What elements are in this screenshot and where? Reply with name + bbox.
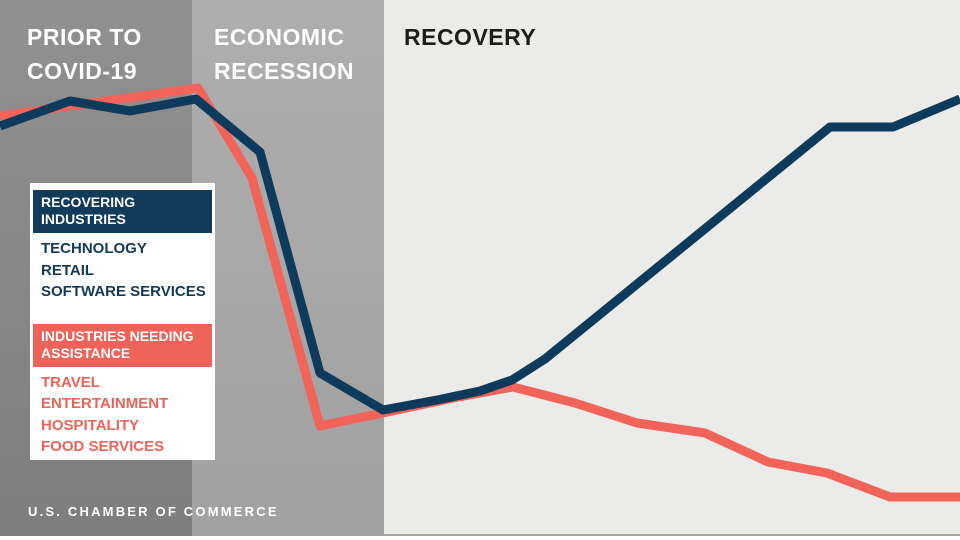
legend-group-recovering: RECOVERING INDUSTRIES TECHNOLOGY RETAIL SO… — [30, 190, 215, 303]
bottom-margin-strip — [0, 536, 960, 540]
band-recovery — [384, 0, 960, 536]
legend-item: FOOD SERVICES — [41, 438, 165, 455]
legend-item: SOFTWARE SERVICES — [41, 283, 206, 300]
legend-item: TRAVEL — [41, 373, 100, 391]
phase-label-line: COVID-19 — [27, 58, 138, 84]
source-attribution: U.S. CHAMBER OF COMMERCE — [28, 504, 279, 519]
legend-item: ENTERTAINMENT — [41, 395, 169, 412]
recovering-line — [0, 94, 960, 415]
legend-box: RECOVERING INDUSTRIES TECHNOLOGY RETAIL SO… — [30, 183, 215, 460]
legend-item: TECHNOLOGY — [41, 240, 147, 257]
phase-label-line: RECESSION — [214, 58, 354, 84]
legend-items-assistance: TRAVEL ENTERTAINMENT HOSPITALITY FOOD SERVI… — [41, 372, 215, 458]
phase-label-line: ECONOMIC — [214, 24, 345, 50]
phase-label-line: RECOVERY — [404, 24, 537, 50]
legend-item: RETAIL — [41, 261, 95, 279]
phase-label-economic-recession: ECONOMIC RECESSION — [214, 20, 354, 88]
legend-items-recovering: TECHNOLOGY RETAIL SOFTWARE SERVICES — [41, 238, 215, 303]
legend-header-recovering: RECOVERING INDUSTRIES — [33, 190, 212, 233]
phase-label-recovery: RECOVERY — [404, 20, 536, 54]
legend-header-assistance: INDUSTRIES NEEDING ASSISTANCE — [33, 323, 212, 367]
phase-label-prior-to-covid19: PRIOR TO COVID-19 — [27, 20, 142, 88]
legend-group-assistance: INDUSTRIES NEEDING ASSISTANCE TRAVEL ENTE… — [30, 323, 215, 458]
phase-label-line: PRIOR TO — [27, 24, 142, 50]
legend-item: HOSPITALITY — [41, 416, 140, 434]
